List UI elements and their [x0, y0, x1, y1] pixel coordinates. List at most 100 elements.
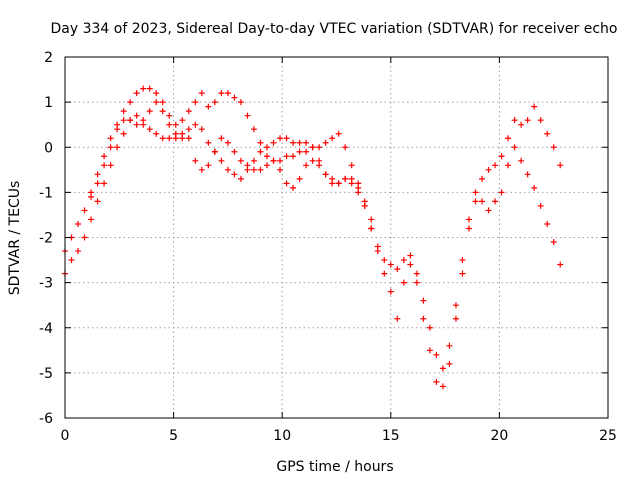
data-point — [465, 225, 472, 232]
data-point — [316, 144, 323, 151]
data-point — [329, 135, 336, 142]
data-point — [537, 202, 544, 209]
data-point — [270, 139, 277, 146]
data-point — [153, 130, 160, 137]
data-point — [485, 166, 492, 173]
data-point — [413, 270, 420, 277]
x-tick-label: 25 — [599, 428, 617, 444]
data-point — [101, 162, 108, 169]
data-point — [172, 121, 179, 128]
data-point — [368, 216, 375, 223]
data-point — [309, 144, 316, 151]
data-point — [120, 130, 127, 137]
grid — [65, 57, 608, 418]
data-point — [544, 130, 551, 137]
data-point — [257, 139, 264, 146]
series-track-b — [62, 112, 564, 390]
y-axis-label: SDTVAR / TECUs — [7, 181, 23, 296]
data-point — [426, 347, 433, 354]
data-point — [446, 342, 453, 349]
data-point — [329, 175, 336, 182]
data-point — [303, 148, 310, 155]
data-point — [114, 121, 121, 128]
data-point — [348, 180, 355, 187]
x-axis-label: GPS time / hours — [276, 459, 393, 475]
data-point — [127, 99, 134, 106]
data-point — [485, 207, 492, 214]
y-tick-label: -4 — [39, 321, 53, 337]
data-point — [518, 157, 525, 164]
data-point — [179, 117, 186, 124]
data-point — [322, 139, 329, 146]
data-point — [159, 135, 166, 142]
data-point — [94, 180, 101, 187]
data-point — [211, 148, 218, 155]
data-point — [205, 162, 212, 169]
data-point — [407, 261, 414, 268]
data-point — [218, 157, 225, 164]
data-point — [277, 166, 284, 173]
data-point — [107, 135, 114, 142]
data-point — [335, 130, 342, 137]
data-point — [342, 144, 349, 151]
data-point — [524, 171, 531, 178]
data-point — [387, 261, 394, 268]
data-point — [198, 90, 205, 97]
data-point — [296, 148, 303, 155]
data-point — [452, 315, 459, 322]
data-point — [270, 157, 277, 164]
data-point — [348, 162, 355, 169]
series-track-c — [88, 99, 375, 223]
data-point — [218, 90, 225, 97]
data-point — [492, 162, 499, 169]
data-point — [75, 220, 82, 227]
data-point — [114, 144, 121, 151]
x-tick-label: 20 — [490, 428, 508, 444]
data-point — [140, 117, 147, 124]
data-point — [250, 157, 257, 164]
data-point — [159, 108, 166, 115]
data-point — [94, 198, 101, 205]
data-points — [62, 85, 564, 390]
data-point — [452, 302, 459, 309]
data-point — [244, 162, 251, 169]
data-point — [205, 139, 212, 146]
data-point — [185, 135, 192, 142]
data-point — [472, 189, 479, 196]
data-point — [120, 108, 127, 115]
y-tick-label: 1 — [44, 95, 53, 111]
data-point — [518, 121, 525, 128]
data-point — [420, 297, 427, 304]
data-point — [133, 121, 140, 128]
data-point — [505, 135, 512, 142]
data-point — [465, 216, 472, 223]
data-point — [544, 220, 551, 227]
data-point — [237, 99, 244, 106]
data-point — [133, 90, 140, 97]
data-point — [172, 130, 179, 137]
data-point — [231, 171, 238, 178]
data-point — [303, 162, 310, 169]
data-point — [192, 121, 199, 128]
data-point — [263, 153, 270, 160]
data-point — [88, 189, 95, 196]
x-tick-label: 15 — [382, 428, 400, 444]
data-point — [231, 148, 238, 155]
series-track-a — [62, 85, 564, 372]
data-point — [407, 252, 414, 259]
data-point — [557, 162, 564, 169]
data-point — [166, 135, 173, 142]
data-point — [185, 126, 192, 133]
chart-title: Day 334 of 2023, Sidereal Day-to-day VTE… — [51, 21, 618, 37]
data-point — [511, 144, 518, 151]
data-point — [283, 153, 290, 160]
data-point — [550, 239, 557, 246]
data-point — [218, 135, 225, 142]
data-point — [479, 198, 486, 205]
data-point — [511, 117, 518, 124]
data-point — [296, 139, 303, 146]
data-point — [166, 112, 173, 119]
data-point — [459, 257, 466, 264]
